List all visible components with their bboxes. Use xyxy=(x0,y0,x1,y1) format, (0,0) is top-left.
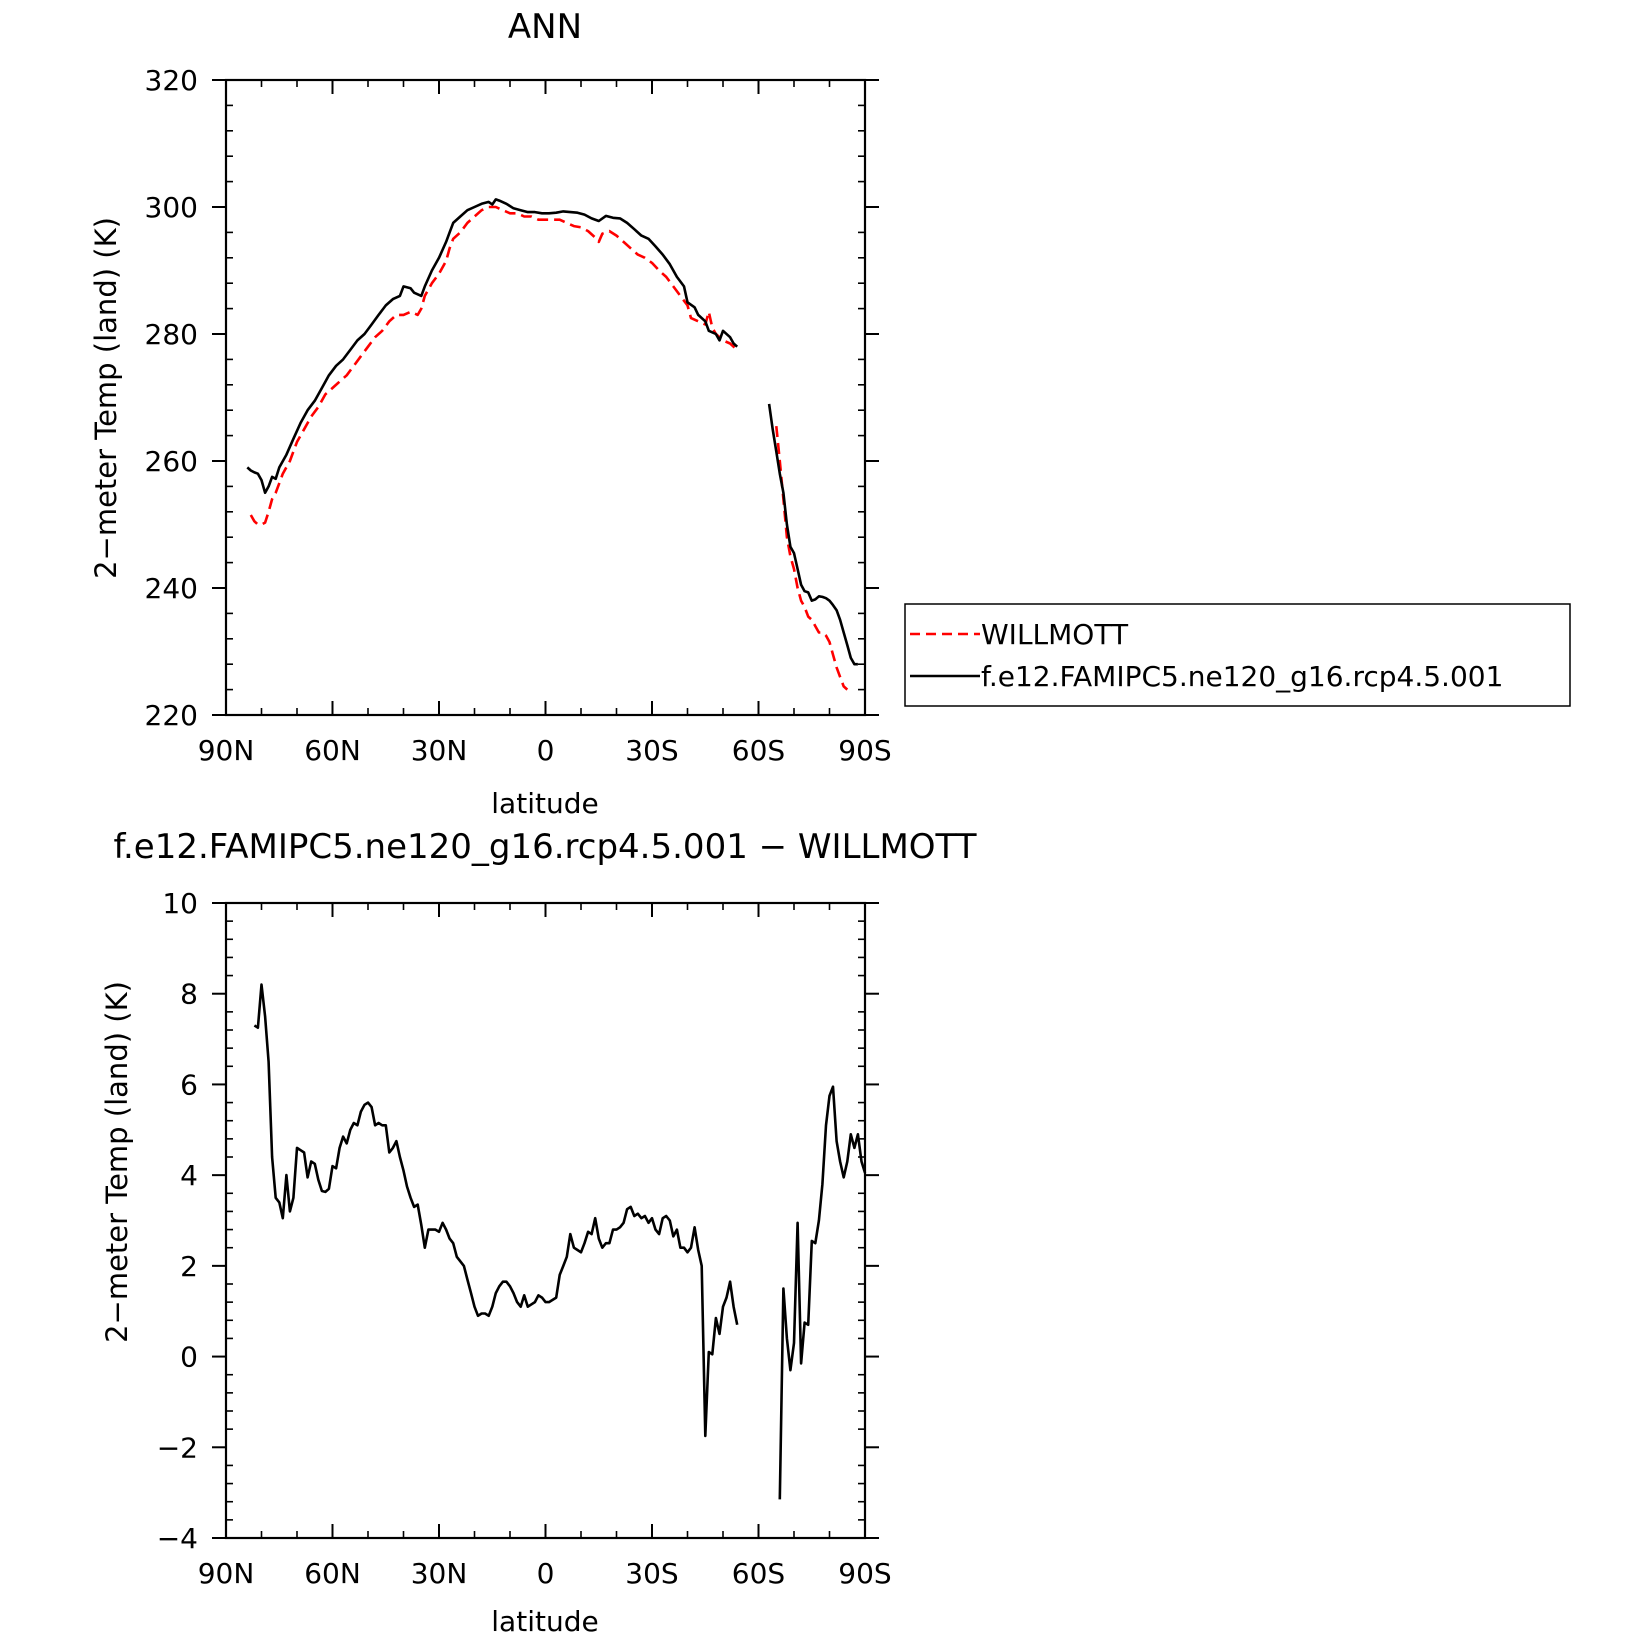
bottom-xtick-label: 90N xyxy=(198,1557,255,1590)
bottom-ytick-label: 10 xyxy=(162,887,198,920)
top-ytick-label: 240 xyxy=(145,572,198,605)
legend-box xyxy=(904,603,1571,707)
top-xtick-label: 30N xyxy=(411,734,468,767)
bottom-xtick-label: 30N xyxy=(411,1557,468,1590)
top-xtick-label: 60N xyxy=(304,734,361,767)
top-panel-ylabel: 2−meter Temp (land) (K) xyxy=(89,217,123,579)
top-ytick-label: 220 xyxy=(145,699,198,732)
top-xtick-label: 0 xyxy=(537,734,555,767)
bottom-xtick-label: 30S xyxy=(625,1557,678,1590)
top-ytick-label: 260 xyxy=(145,445,198,478)
bottom-ytick-label: 8 xyxy=(180,978,198,1011)
top-ytick-label: 320 xyxy=(145,64,198,97)
top-plot-area: 90N 60N 30N 0 30S 60S 90S 220 240 260 280 300 320 xyxy=(145,64,892,767)
bottom-xtick-label: 0 xyxy=(537,1557,555,1590)
bottom-frame xyxy=(224,901,867,1540)
bottom-series-0-segment-1 xyxy=(778,1085,867,1500)
bottom-xtick-label: 60N xyxy=(304,1557,361,1590)
top-panel-xlabel: latitude xyxy=(491,787,598,820)
bottom-plot-area: 90N 60N 30N 0 30S 60S 90S −4 −2 0 2 4 6 8 10 xyxy=(157,887,892,1590)
top-frame xyxy=(224,78,867,717)
bottom-ytick-label: 0 xyxy=(180,1341,198,1374)
bottom-series-0-segment-0 xyxy=(253,983,739,1438)
top-series-0-segment-0 xyxy=(249,205,739,526)
top-series-1-segment-1 xyxy=(767,403,858,666)
bottom-ytick-label: −2 xyxy=(157,1431,198,1464)
top-xtick-label: 90N xyxy=(198,734,255,767)
bottom-ytick-label: 6 xyxy=(180,1068,198,1101)
bottom-panel: f.e12.FAMIPC5.ne120_g16.rcp4.5.001 − WIL… xyxy=(100,827,977,1635)
bottom-ytick-label: 4 xyxy=(180,1159,198,1192)
top-ytick-label: 300 xyxy=(145,191,198,224)
bottom-xtick-label: 60S xyxy=(732,1557,785,1590)
top-xtick-label: 90S xyxy=(838,734,891,767)
legend-label-willmott: WILLMOTT xyxy=(981,618,1129,651)
legend: WILLMOTT f.e12.FAMIPC5.ne120_g16.rcp4.5.… xyxy=(904,603,1571,707)
bottom-ytick-label: 2 xyxy=(180,1250,198,1283)
top-series-0-segment-1 xyxy=(775,425,849,691)
legend-label-model: f.e12.FAMIPC5.ne120_g16.rcp4.5.001 xyxy=(981,660,1503,693)
bottom-ytick-label: −4 xyxy=(157,1522,198,1555)
bottom-xtick-label: 90S xyxy=(838,1557,891,1590)
top-panel-title: ANN xyxy=(508,7,582,47)
top-series-1-segment-0 xyxy=(246,198,739,495)
bottom-panel-ylabel: 2−meter Temp (land) (K) xyxy=(100,981,134,1343)
bottom-panel-title: f.e12.FAMIPC5.ne120_g16.rcp4.5.001 − WIL… xyxy=(114,827,977,867)
bottom-panel-xlabel: latitude xyxy=(491,1605,598,1635)
top-xtick-label: 30S xyxy=(625,734,678,767)
top-panel: ANN 90N 60N 30N 0 30S 60S 90S 220 240 260 280 300 32… xyxy=(89,7,892,820)
top-xtick-label: 60S xyxy=(732,734,785,767)
top-ytick-label: 280 xyxy=(145,318,198,351)
